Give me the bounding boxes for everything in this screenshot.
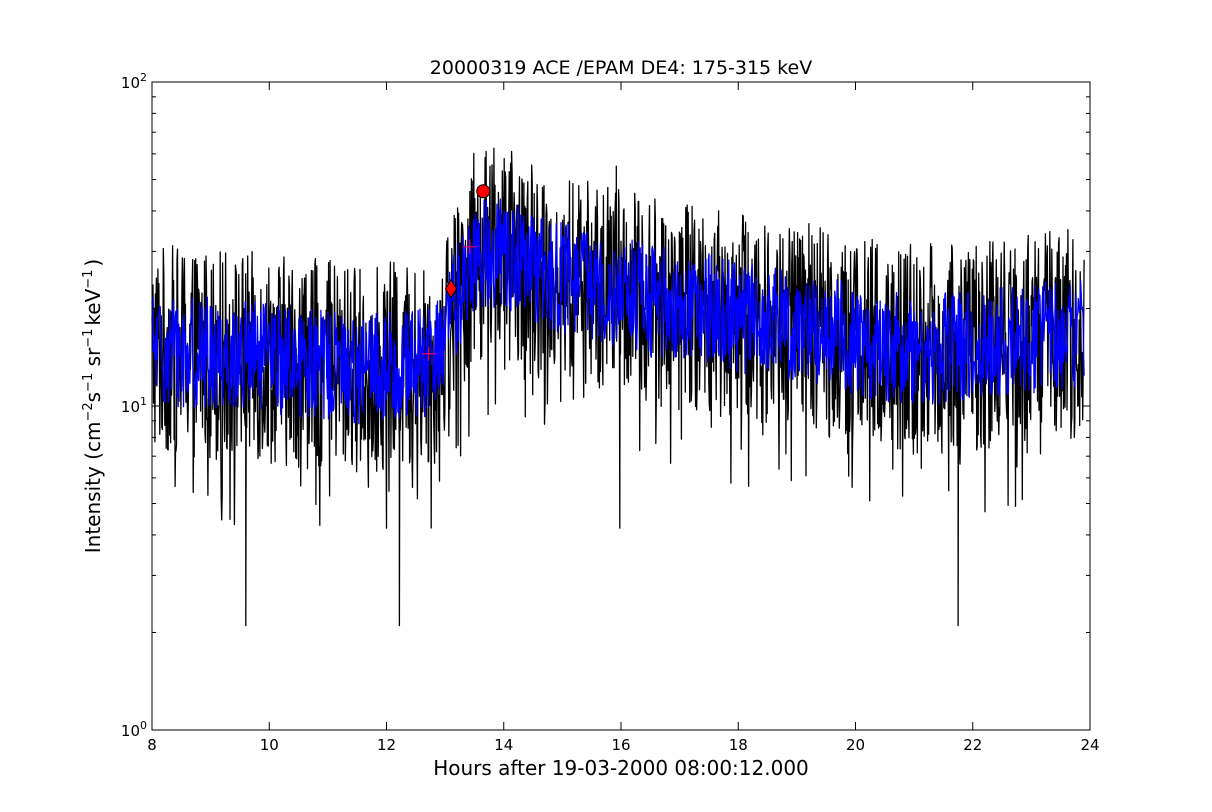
- y-label-exp4: −1: [81, 270, 96, 289]
- y-label-exp2: −1: [81, 373, 96, 392]
- y-label-prefix: Intensity (cm: [81, 422, 105, 554]
- x-tick-label: 18: [729, 736, 748, 754]
- x-tick-label: 14: [494, 736, 513, 754]
- x-tick-label: 12: [377, 736, 396, 754]
- y-tick-label: 101: [121, 395, 147, 416]
- plot-area: [151, 147, 1085, 627]
- y-label-mid2: sr: [81, 347, 105, 373]
- x-tick-label: 10: [260, 736, 279, 754]
- y-label-exp1: −2: [81, 402, 96, 421]
- y-tick-label: 100: [121, 719, 147, 740]
- series-line-0: [151, 147, 1085, 627]
- y-label-mid1: s: [81, 392, 105, 402]
- marker-diamond-1: [444, 278, 458, 299]
- x-axis-label: Hours after 19-03-2000 08:00:12.000: [433, 756, 809, 780]
- marker-plus-3: [421, 346, 436, 361]
- x-tick-label: 24: [1080, 736, 1099, 754]
- y-tick-exp: 0: [140, 719, 147, 732]
- y-tick-label: 102: [121, 71, 147, 92]
- x-tick-label: 22: [963, 736, 982, 754]
- y-tick-base: 10: [121, 722, 140, 740]
- y-label-mid3: keV: [81, 288, 105, 325]
- y-tick-base: 10: [121, 74, 140, 92]
- x-tick-label: 8: [147, 736, 157, 754]
- series-line-1: [151, 198, 1085, 425]
- y-axis-label: Intensity (cm−2s−1 sr−1keV−1): [81, 259, 105, 553]
- marker-circle-0: [476, 184, 491, 199]
- y-tick-base: 10: [121, 398, 140, 416]
- y-label-suffix: ): [81, 259, 105, 267]
- y-tick-exp: 2: [140, 71, 147, 84]
- chart-title: 20000319 ACE /EPAM DE4: 175-315 keV: [430, 57, 812, 79]
- y-label-exp3: −1: [81, 329, 96, 348]
- x-tick-label: 16: [611, 736, 630, 754]
- x-tick-label: 20: [846, 736, 865, 754]
- marker-plus-2: [462, 239, 477, 254]
- y-tick-exp: 1: [140, 395, 147, 408]
